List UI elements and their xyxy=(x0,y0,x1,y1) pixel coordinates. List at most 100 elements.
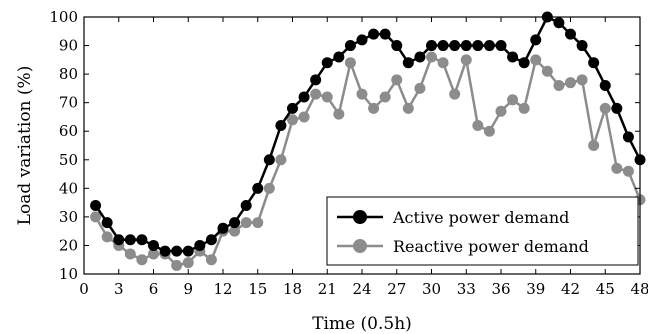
x-tick-label: 3 xyxy=(114,280,124,298)
data-point-active xyxy=(391,40,403,52)
data-point-active xyxy=(240,199,252,211)
y-tick-label: 50 xyxy=(59,151,78,169)
data-point-active xyxy=(368,28,380,40)
data-point-reactive xyxy=(507,94,519,106)
x-axis-label: Time (0.5h) xyxy=(312,314,412,334)
data-point-reactive xyxy=(622,165,634,177)
data-point-active xyxy=(437,40,449,52)
x-tick-label: 18 xyxy=(283,280,302,298)
x-tick-label: 21 xyxy=(318,280,337,298)
data-point-active xyxy=(414,51,426,63)
data-point-reactive xyxy=(541,65,553,77)
data-point-active xyxy=(507,51,519,63)
data-point-active xyxy=(379,28,391,40)
data-point-reactive xyxy=(263,182,275,194)
data-point-reactive xyxy=(101,231,113,243)
data-point-reactive xyxy=(333,108,345,120)
data-point-active xyxy=(124,234,136,246)
data-point-reactive xyxy=(495,105,507,117)
data-point-reactive xyxy=(472,120,484,132)
x-tick-label: 42 xyxy=(561,280,580,298)
data-point-active xyxy=(402,57,414,69)
data-point-active xyxy=(101,217,113,229)
data-point-reactive xyxy=(402,102,414,114)
data-point-active xyxy=(599,80,611,92)
y-tick-label: 40 xyxy=(59,179,78,197)
data-point-active xyxy=(426,40,437,52)
data-point-reactive xyxy=(588,140,600,151)
legend-marker-active xyxy=(353,210,367,224)
x-tick-label: 30 xyxy=(422,280,441,298)
data-point-reactive xyxy=(460,54,472,66)
legend-entry-reactive: Reactive power demand xyxy=(337,237,589,256)
data-point-reactive xyxy=(368,102,380,114)
data-point-reactive xyxy=(205,254,217,266)
data-point-active xyxy=(182,245,194,257)
legend-marker-reactive xyxy=(353,239,367,253)
data-point-active xyxy=(263,154,275,166)
data-point-active xyxy=(171,245,183,257)
legend-entry-active: Active power demand xyxy=(337,208,569,227)
data-point-active xyxy=(576,40,588,52)
data-point-active xyxy=(460,40,472,52)
data-point-active xyxy=(530,34,542,46)
legend-box xyxy=(326,196,639,266)
x-axis: 0 3 6 9 12 15 18 21 24 27 30 33 36 39 42 45 48 xyxy=(79,17,648,298)
x-tick-label: 45 xyxy=(596,280,615,298)
data-point-active xyxy=(472,40,484,52)
y-tick-label: 20 xyxy=(59,236,78,254)
data-point-active xyxy=(356,34,368,46)
data-point-reactive xyxy=(298,111,310,123)
data-point-reactive xyxy=(171,259,183,271)
data-point-active xyxy=(275,120,287,132)
data-point-active xyxy=(287,102,298,114)
data-point-active xyxy=(333,51,345,63)
data-point-reactive xyxy=(240,217,252,229)
data-point-reactive xyxy=(483,125,495,137)
y-axis-label: Load variation (%) xyxy=(15,66,35,226)
data-point-reactive xyxy=(287,114,298,126)
data-point-active xyxy=(113,234,125,246)
data-point-reactive xyxy=(576,74,588,86)
x-tick-label: 39 xyxy=(526,280,545,298)
y-tick-label: 30 xyxy=(59,208,78,226)
data-point-reactive xyxy=(414,82,426,94)
x-tick-label: 9 xyxy=(183,280,193,298)
data-point-active xyxy=(553,17,565,29)
data-point-active xyxy=(565,28,576,40)
data-point-active xyxy=(622,131,634,143)
y-tick-label: 80 xyxy=(59,65,78,83)
data-point-active xyxy=(321,57,333,69)
data-point-reactive xyxy=(310,88,322,100)
data-point-reactive xyxy=(599,102,611,114)
data-point-active xyxy=(298,91,310,103)
data-point-active xyxy=(229,217,241,229)
data-point-reactive xyxy=(553,80,565,92)
data-point-reactive xyxy=(136,254,148,266)
x-tick-label: 6 xyxy=(149,280,159,298)
data-point-reactive xyxy=(449,88,461,100)
data-point-active xyxy=(344,40,356,52)
data-point-active xyxy=(252,182,264,194)
data-point-reactive xyxy=(124,248,136,260)
data-point-reactive xyxy=(565,77,576,89)
data-point-active xyxy=(310,74,322,86)
data-point-reactive xyxy=(182,257,194,269)
y-tick-label: 90 xyxy=(59,37,78,55)
data-point-active xyxy=(611,102,623,114)
y-axis: 10 20 30 40 50 60 70 80 90 100 xyxy=(49,8,640,283)
data-point-reactive xyxy=(321,91,333,103)
data-point-active xyxy=(159,245,171,257)
legend-label-active: Active power demand xyxy=(392,208,569,227)
data-point-reactive xyxy=(530,54,542,66)
data-point-reactive xyxy=(344,57,356,69)
data-point-reactive xyxy=(611,162,623,174)
data-point-reactive xyxy=(426,51,437,63)
data-point-active xyxy=(588,57,600,69)
x-tick-label: 24 xyxy=(352,280,371,298)
x-tick-label: 0 xyxy=(79,280,89,298)
y-tick-label: 10 xyxy=(59,265,78,283)
x-tick-label: 36 xyxy=(491,280,510,298)
data-point-reactive xyxy=(148,248,159,260)
